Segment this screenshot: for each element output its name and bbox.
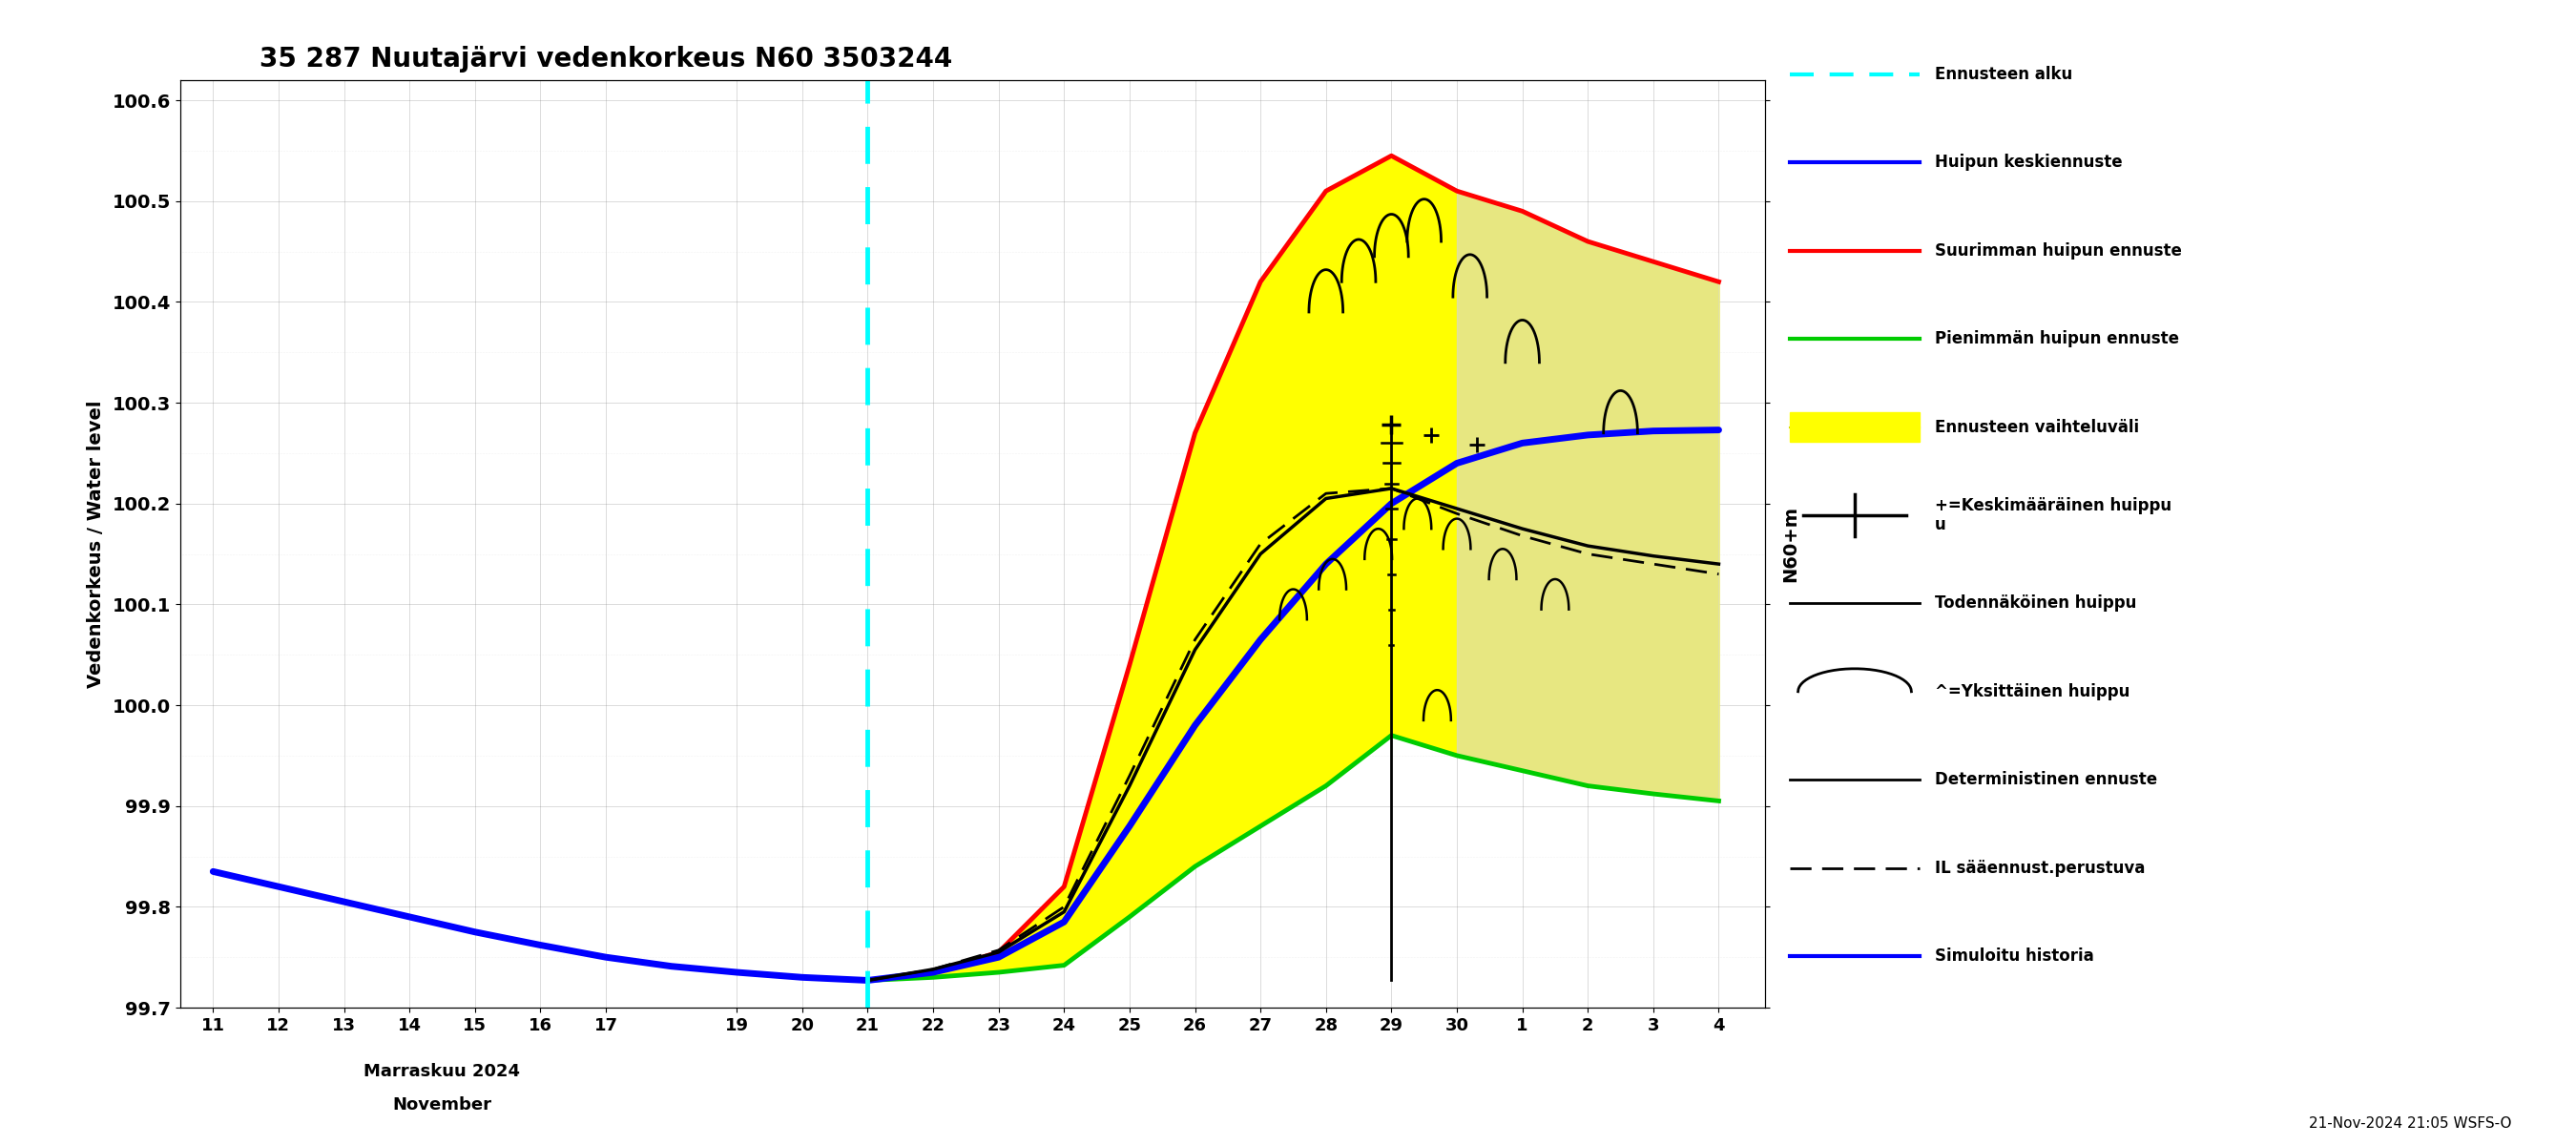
Text: Simuloitu historia: Simuloitu historia — [1935, 947, 2094, 964]
Text: Huipun keskiennuste: Huipun keskiennuste — [1935, 153, 2123, 171]
Text: 35 287 Nuutajärvi vedenkorkeus N60 3503244: 35 287 Nuutajärvi vedenkorkeus N60 35032… — [260, 46, 953, 72]
Text: Suurimman huipun ennuste: Suurimman huipun ennuste — [1935, 242, 2182, 259]
Text: +=Keskimääräinen huippu
u: +=Keskimääräinen huippu u — [1935, 497, 2172, 534]
Text: 21-Nov-2024 21:05 WSFS-O: 21-Nov-2024 21:05 WSFS-O — [2308, 1116, 2512, 1131]
Text: IL sääennust.perustuva: IL sääennust.perustuva — [1935, 859, 2146, 876]
Text: ^=Yksittäinen huippu: ^=Yksittäinen huippu — [1935, 682, 2130, 700]
Text: Marraskuu 2024: Marraskuu 2024 — [363, 1063, 520, 1080]
Text: November: November — [392, 1096, 492, 1113]
Y-axis label: N60+m: N60+m — [1783, 506, 1801, 582]
Text: Todennäköinen huippu: Todennäköinen huippu — [1935, 594, 2136, 611]
Text: Ennusteen vaihteluväli: Ennusteen vaihteluväli — [1935, 418, 2138, 435]
Text: Pienimmän huipun ennuste: Pienimmän huipun ennuste — [1935, 330, 2179, 347]
Y-axis label: Vedenkorkeus / Water level: Vedenkorkeus / Water level — [88, 400, 106, 688]
Text: Ennusteen alku: Ennusteen alku — [1935, 65, 2071, 82]
Text: Deterministinen ennuste: Deterministinen ennuste — [1935, 772, 2156, 788]
